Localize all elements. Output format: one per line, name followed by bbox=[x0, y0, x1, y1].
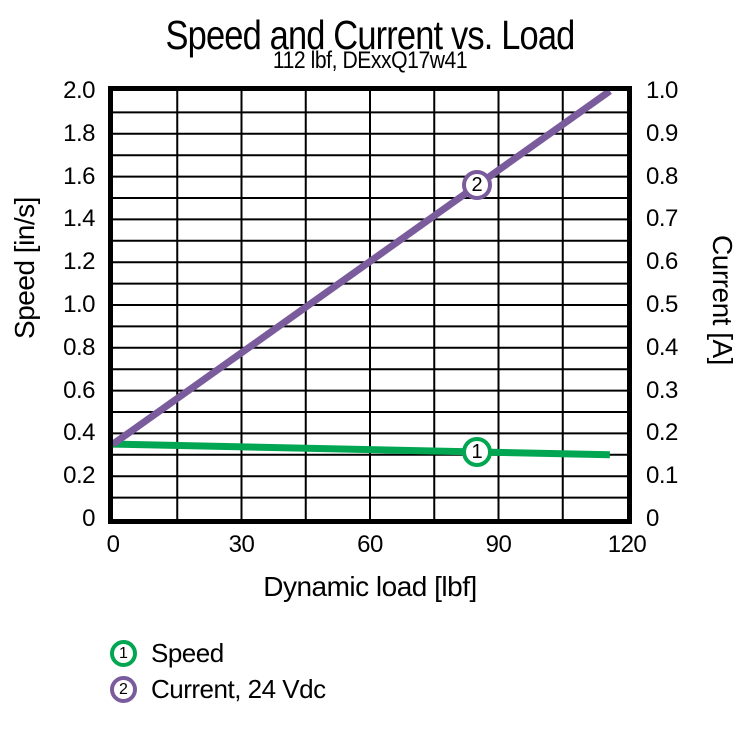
legend-item-label: Current, 24 Vdc bbox=[151, 674, 326, 704]
left-y-tick-label: 0.4 bbox=[63, 419, 95, 447]
right-y-tick-label: 0.2 bbox=[646, 419, 678, 447]
left-y-tick-label: 2.0 bbox=[63, 77, 95, 104]
right-y-tick-label: 0 bbox=[646, 505, 659, 532]
right-axis-title: Current [A] bbox=[707, 235, 738, 365]
left-y-tick-label: 0.8 bbox=[63, 333, 95, 361]
left-y-tick-label: 1.4 bbox=[63, 205, 95, 233]
chart-title: Speed and Current vs. Load bbox=[165, 12, 576, 58]
left-y-tick-label: 0.6 bbox=[63, 376, 95, 404]
right-y-tick-label: 0.4 bbox=[646, 333, 678, 361]
right-y-tick-label: 0.7 bbox=[646, 205, 678, 233]
legend: 1 Speed 2 Current, 24 Vdc bbox=[110, 638, 326, 712]
right-y-tick-label: 0.9 bbox=[646, 119, 678, 147]
x-tick-label: 60 bbox=[357, 531, 383, 558]
left-axis-title: Speed [in/s] bbox=[9, 197, 40, 339]
x-axis-title: Dynamic load [lbf] bbox=[263, 571, 477, 602]
right-y-tick-label: 0.6 bbox=[646, 248, 678, 276]
right-y-tick-label: 0.1 bbox=[646, 462, 678, 490]
series-line-2 bbox=[113, 91, 612, 447]
left-y-tick-label: 1.6 bbox=[63, 162, 95, 190]
series-line-1 bbox=[113, 440, 610, 459]
legend-item-label: Speed bbox=[151, 638, 224, 668]
legend-item: 2 Current, 24 Vdc bbox=[110, 674, 326, 704]
left-y-tick-label: 0.2 bbox=[63, 462, 95, 490]
legend-marker-icon: 2 bbox=[110, 676, 137, 703]
chart-subtitle: 112 lbf, DExxQ17w41 bbox=[272, 47, 468, 74]
left-y-tick-label: 1.2 bbox=[63, 248, 95, 276]
right-y-tick-label: 1.0 bbox=[646, 77, 678, 104]
x-tick-label: 120 bbox=[607, 531, 647, 558]
legend-item: 1 Speed bbox=[110, 638, 326, 668]
legend-marker-icon: 1 bbox=[110, 640, 137, 667]
series-marker-1: 1 bbox=[462, 436, 493, 467]
x-tick-label: 30 bbox=[228, 531, 255, 558]
left-y-tick-label: 1.0 bbox=[63, 291, 95, 318]
right-y-tick-label: 0.3 bbox=[646, 376, 678, 404]
left-y-tick-label: 1.8 bbox=[63, 119, 95, 147]
right-y-tick-label: 0.8 bbox=[646, 162, 678, 190]
left-y-tick-label: 0 bbox=[82, 505, 95, 532]
series-marker-2: 2 bbox=[462, 170, 493, 201]
x-tick-label: 90 bbox=[485, 531, 512, 558]
right-y-tick-label: 0.5 bbox=[646, 291, 678, 318]
x-tick-label: 0 bbox=[106, 531, 120, 558]
plot-grid-and-series bbox=[113, 91, 627, 519]
